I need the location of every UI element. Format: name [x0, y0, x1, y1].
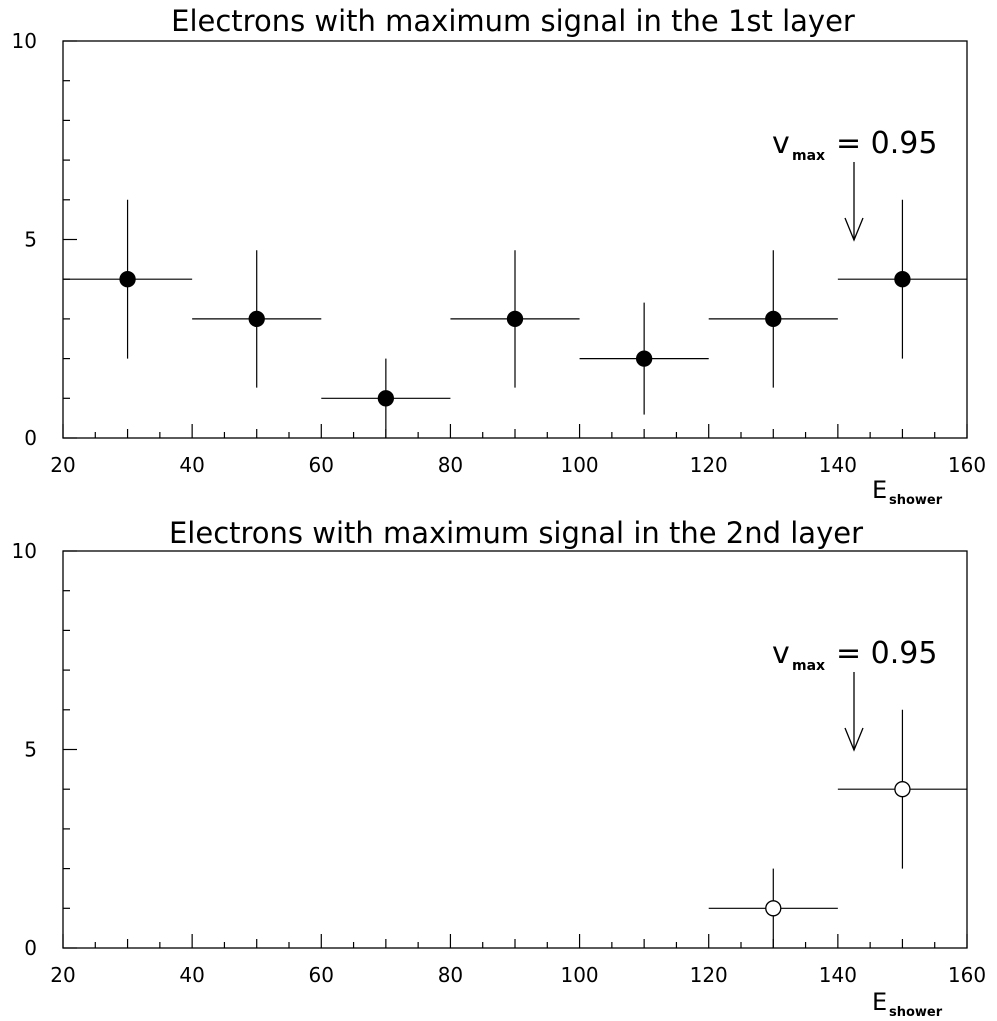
vmax-annotation: v max = 0.95 — [772, 636, 937, 752]
y-tick-label: 0 — [24, 426, 37, 450]
y-tick-label: 5 — [24, 228, 37, 252]
x-tick-label: 20 — [50, 963, 75, 987]
chart-title: Electrons with maximum signal in the 2nd… — [169, 516, 863, 550]
y-tick-label: 5 — [24, 738, 37, 762]
chart-title: Electrons with maximum signal in the 1st… — [171, 4, 855, 38]
x-tick-label: 140 — [819, 963, 857, 987]
panel-top: Electrons with maximum signal in the 1st… — [12, 4, 987, 508]
annotation-sub: max — [792, 148, 825, 164]
x-tick-label: 20 — [50, 453, 75, 477]
x-tick-label: 60 — [309, 453, 334, 477]
x-axis-ticks: 20 40 60 80 100 120 140 160 — [50, 424, 986, 477]
x-axis-label: E shower — [872, 476, 943, 508]
x-tick-label: 140 — [819, 453, 857, 477]
x-tick-label: 160 — [948, 963, 986, 987]
xlabel-sub: shower — [889, 1005, 943, 1020]
x-tick-label: 40 — [179, 453, 204, 477]
annotation-sub: max — [792, 658, 825, 674]
xlabel-main: E — [872, 988, 887, 1016]
plot-frame — [62, 550, 968, 949]
annotation-v: v — [772, 126, 790, 161]
data-point — [765, 310, 782, 328]
y-tick-label: 10 — [12, 29, 37, 53]
x-tick-label: 100 — [560, 963, 598, 987]
annotation-value: = 0.95 — [836, 126, 937, 161]
data-point — [506, 310, 524, 328]
data-point — [248, 310, 265, 328]
xlabel-sub: shower — [889, 493, 943, 508]
data-point — [119, 271, 136, 288]
xlabel-main: E — [872, 476, 887, 504]
y-tick-label: 10 — [12, 539, 37, 563]
x-tick-label: 80 — [438, 453, 463, 477]
y-axis-ticks: 0 5 10 — [12, 29, 77, 450]
x-tick-label: 120 — [690, 453, 728, 477]
x-tick-label: 60 — [309, 963, 334, 987]
panel-bottom: Electrons with maximum signal in the 2nd… — [12, 516, 987, 1020]
vmax-annotation: v max = 0.95 — [772, 126, 937, 242]
data-point — [765, 900, 782, 917]
x-tick-label: 40 — [179, 963, 204, 987]
arrow-head — [844, 217, 864, 242]
data-point — [635, 350, 653, 367]
x-tick-label: 100 — [560, 453, 598, 477]
y-tick-label: 0 — [24, 936, 37, 960]
data-point — [894, 271, 911, 288]
x-tick-label: 160 — [948, 453, 986, 477]
annotation-v: v — [772, 636, 790, 671]
data-points — [708, 709, 967, 948]
y-axis-ticks: 0 5 10 — [12, 539, 77, 960]
x-tick-label: 120 — [690, 963, 728, 987]
x-axis-ticks: 20 40 60 80 100 120 140 160 — [50, 934, 986, 987]
data-point — [377, 390, 395, 407]
x-axis-label: E shower — [872, 988, 943, 1020]
x-tick-label: 80 — [438, 963, 463, 987]
data-point — [894, 781, 911, 798]
arrow-head — [844, 727, 864, 752]
data-points — [63, 199, 967, 438]
annotation-value: = 0.95 — [836, 636, 937, 671]
